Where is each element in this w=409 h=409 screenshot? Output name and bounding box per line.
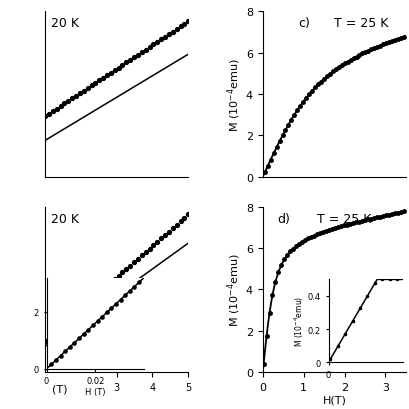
Text: d): d) bbox=[276, 212, 289, 225]
Text: T = 25 K: T = 25 K bbox=[333, 17, 388, 30]
Text: 20 K: 20 K bbox=[51, 17, 79, 30]
Text: c): c) bbox=[298, 17, 310, 30]
Text: 20 K: 20 K bbox=[51, 212, 79, 225]
X-axis label: H(T): H(T) bbox=[321, 395, 346, 405]
X-axis label: (T): (T) bbox=[52, 384, 67, 394]
Y-axis label: M (10$^{-4}$emu): M (10$^{-4}$emu) bbox=[225, 253, 243, 326]
Text: T = 25 K: T = 25 K bbox=[316, 212, 371, 225]
Y-axis label: M (10$^{-4}$emu): M (10$^{-4}$emu) bbox=[225, 58, 243, 132]
